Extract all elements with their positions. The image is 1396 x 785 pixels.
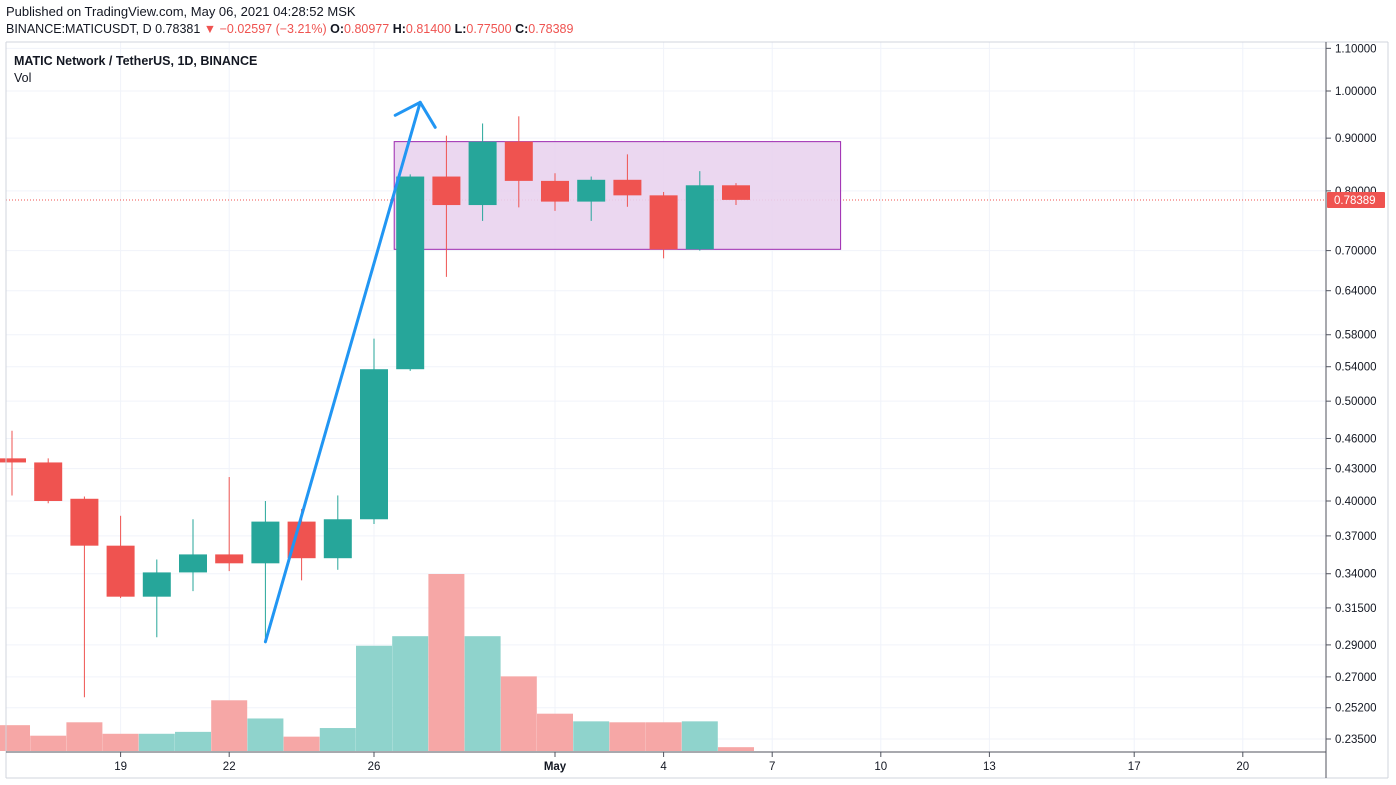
last-price: 0.78381 xyxy=(155,22,201,36)
y-tick-label: 0.31500 xyxy=(1335,603,1377,615)
candle-body xyxy=(432,176,461,206)
volume-bar xyxy=(392,636,429,751)
candle-body xyxy=(106,545,135,597)
x-tick-label: 4 xyxy=(660,761,667,773)
volume-bar xyxy=(283,736,320,751)
y-tick-label: 0.23500 xyxy=(1335,734,1377,746)
volume-bar xyxy=(645,722,682,751)
candle-body xyxy=(613,179,642,196)
volume-bar xyxy=(428,574,465,751)
open-label: O: xyxy=(330,22,345,36)
low-label: L: xyxy=(454,22,467,36)
range-box-annotation[interactable] xyxy=(393,141,842,250)
range-box xyxy=(393,141,842,250)
volume-legend: Vol xyxy=(14,71,31,85)
y-tick-label: 0.70000 xyxy=(1335,246,1377,258)
volume-bars xyxy=(0,574,754,751)
volume-bar xyxy=(30,735,67,751)
published-line: Published on TradingView.com, May 06, 20… xyxy=(6,4,356,19)
candle-body xyxy=(179,554,207,573)
arrow-head xyxy=(393,100,437,129)
x-tick-label: 19 xyxy=(114,761,127,773)
y-tick-label: 0.54000 xyxy=(1335,362,1377,374)
volume-bar xyxy=(247,718,284,751)
x-tick-label: 17 xyxy=(1128,761,1141,773)
candle-body xyxy=(468,141,497,206)
y-tick-label: 0.64000 xyxy=(1335,286,1377,298)
y-tick-label: 0.34000 xyxy=(1335,569,1377,581)
candle-body xyxy=(722,185,750,200)
volume-bar xyxy=(356,645,392,751)
volume-bar xyxy=(211,700,248,751)
chart-frame xyxy=(5,41,1389,779)
x-tick-label: 7 xyxy=(769,761,775,773)
candle-body xyxy=(685,185,714,250)
volume-bar xyxy=(138,733,175,751)
volume-bar xyxy=(66,722,103,751)
high-label: H: xyxy=(392,22,406,36)
x-tick-label: 10 xyxy=(874,761,887,773)
candle-body xyxy=(323,519,352,559)
close-label: C: xyxy=(515,22,529,36)
arrow-shaft xyxy=(263,100,422,644)
high-value: 0.81400 xyxy=(405,22,452,36)
time-axis[interactable]: 19 22 26 May 4 7 10 13 17 20 xyxy=(114,752,1249,773)
volume-bar xyxy=(609,722,646,751)
candle-body xyxy=(577,179,606,202)
y-tick-label: 0.58000 xyxy=(1335,330,1377,342)
y-tick-label: 0.90000 xyxy=(1335,133,1377,145)
candle-body xyxy=(0,458,26,463)
y-tick-label: 0.43000 xyxy=(1335,464,1377,476)
volume-bar xyxy=(500,676,537,751)
x-tick-label: 20 xyxy=(1236,761,1249,773)
y-tick-label: 1.00000 xyxy=(1335,86,1377,98)
volume-bar xyxy=(175,731,211,751)
close-value: 0.78389 xyxy=(528,22,574,36)
candle-body xyxy=(70,498,99,546)
candle-body xyxy=(142,572,171,597)
candle-body xyxy=(396,176,425,370)
y-tick-label: 0.40000 xyxy=(1335,496,1377,508)
volume-bar xyxy=(319,728,356,751)
price-change: ▼ −0.02597 (−3.21%) xyxy=(203,22,327,36)
x-tick-label: May xyxy=(544,761,567,773)
volume-bar xyxy=(681,721,718,751)
y-tick-label: 0.27000 xyxy=(1335,672,1377,684)
chart-grid xyxy=(6,42,1326,752)
volume-bar xyxy=(464,636,501,751)
candle-body xyxy=(360,369,388,520)
current-price-tag xyxy=(1327,191,1385,208)
y-tick-label: 0.25200 xyxy=(1335,703,1377,715)
volume-bar xyxy=(573,721,610,751)
price-axis[interactable]: 1.100001.000000.900000.800000.700000.640… xyxy=(1326,43,1385,746)
candle-body xyxy=(504,141,533,181)
candle-body xyxy=(215,554,244,564)
candlestick-series xyxy=(0,116,750,698)
y-tick-label: 0.37000 xyxy=(1335,531,1377,543)
low-value: 0.77500 xyxy=(466,22,512,36)
ohlc-line: BINANCE:MATICUSDT, D 0.78381 ▼ −0.02597 … xyxy=(6,22,573,36)
x-tick-label: 22 xyxy=(223,761,236,773)
volume-bar xyxy=(718,747,754,751)
open-value: 0.80977 xyxy=(344,22,390,36)
series-legend: MATIC Network / TetherUS, 1D, BINANCE xyxy=(14,54,257,68)
volume-bar xyxy=(0,725,30,751)
y-tick-label: 0.46000 xyxy=(1335,433,1377,445)
symbol-text: BINANCE:MATICUSDT, D xyxy=(6,22,152,36)
x-tick-label: 26 xyxy=(368,761,381,773)
candle-body xyxy=(541,180,569,202)
volume-bar xyxy=(102,733,139,751)
current-price-label: 0.78389 xyxy=(1334,195,1376,207)
y-tick-label: 1.10000 xyxy=(1335,43,1377,55)
volume-bar xyxy=(537,713,573,751)
candle-body xyxy=(34,462,63,502)
y-tick-label: 0.50000 xyxy=(1335,396,1377,408)
candle-body xyxy=(649,195,678,250)
candle-body xyxy=(251,521,280,564)
x-tick-label: 13 xyxy=(983,761,996,773)
y-tick-label: 0.29000 xyxy=(1335,640,1377,652)
trend-arrow-annotation[interactable] xyxy=(263,100,437,644)
